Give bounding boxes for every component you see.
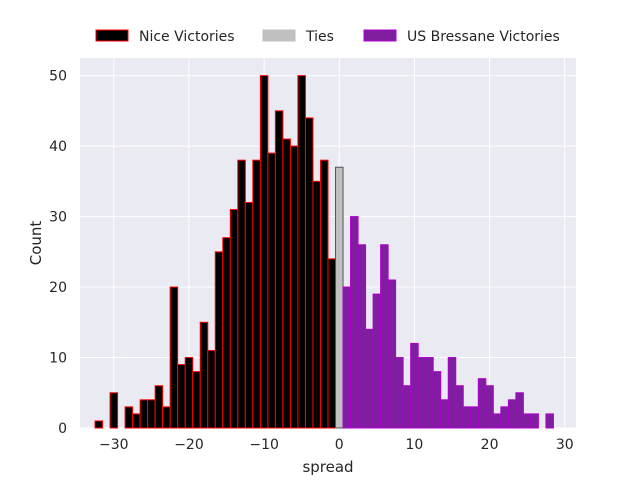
bar-nice xyxy=(222,237,231,429)
bar-nice xyxy=(312,180,321,429)
bar-nice xyxy=(109,392,119,429)
bar-nice xyxy=(184,357,194,429)
bar-nice xyxy=(154,385,164,429)
bar-bressane xyxy=(357,244,367,429)
bar-nice xyxy=(94,420,104,429)
bar-bressane xyxy=(387,279,397,429)
y-tick-label: 50 xyxy=(49,69,67,85)
bar-bressane xyxy=(365,328,374,429)
bar-bressane xyxy=(447,357,457,429)
x-tick-label: −20 xyxy=(174,437,204,453)
bar-nice xyxy=(199,321,209,429)
y-tick-labels: 0 10 20 30 40 50 xyxy=(49,69,67,437)
legend-label-nice-victories: Nice Victories xyxy=(139,29,235,45)
bar-nice xyxy=(282,138,291,429)
x-tick-label: −10 xyxy=(249,437,279,453)
bar-nice xyxy=(297,75,306,429)
y-tick-label: 20 xyxy=(49,280,67,296)
bar-bressane xyxy=(507,399,517,429)
histogram-bars xyxy=(94,75,554,429)
bar-ties xyxy=(335,166,344,429)
bar-bressane xyxy=(455,385,464,429)
bar-bressane xyxy=(477,378,487,429)
legend-swatch-us-bressane-victories xyxy=(363,29,397,42)
bar-nice xyxy=(139,399,149,429)
x-tick-label: 30 xyxy=(556,437,574,453)
bar-nice xyxy=(214,251,224,429)
bar-bressane xyxy=(380,244,389,429)
bar-bressane xyxy=(402,385,412,429)
x-tick-label: −30 xyxy=(99,437,129,453)
bar-nice xyxy=(177,364,186,429)
bar-nice xyxy=(319,159,329,429)
legend-label-us-bressane-victories: US Bressane Victories xyxy=(407,29,560,45)
x-axis-label: spread xyxy=(302,458,353,476)
bar-nice xyxy=(244,201,254,429)
bar-nice xyxy=(124,406,134,429)
legend-label-ties: Ties xyxy=(305,29,334,45)
bar-nice xyxy=(207,349,216,429)
y-tick-label: 30 xyxy=(49,210,67,226)
bar-bressane xyxy=(470,406,479,429)
bar-bressane xyxy=(342,286,352,429)
bar-bressane xyxy=(462,406,472,429)
bar-nice xyxy=(289,145,299,429)
bar-bressane xyxy=(530,413,539,429)
bar-bressane xyxy=(500,406,509,429)
bar-nice xyxy=(267,152,276,429)
x-tick-label: 20 xyxy=(481,437,499,453)
x-tick-label: 10 xyxy=(406,437,424,453)
bar-bressane xyxy=(432,371,442,429)
bar-nice xyxy=(147,399,156,429)
bar-bressane xyxy=(417,357,427,429)
bar-nice xyxy=(259,75,269,429)
bar-bressane xyxy=(350,216,359,429)
legend-swatch-ties xyxy=(262,29,296,42)
bar-bressane xyxy=(410,342,419,429)
bar-bressane xyxy=(440,399,449,429)
bar-nice xyxy=(252,159,261,429)
x-tick-label: 0 xyxy=(335,437,344,453)
y-tick-label: 10 xyxy=(49,351,67,367)
legend-swatch-nice-victories xyxy=(95,29,129,42)
bar-nice xyxy=(274,110,284,429)
bar-bressane xyxy=(425,357,434,429)
bar-bressane xyxy=(485,385,494,429)
bar-nice xyxy=(229,209,239,429)
bar-nice xyxy=(162,406,171,429)
bar-bressane xyxy=(395,357,404,429)
bar-nice xyxy=(192,371,201,429)
bar-bressane xyxy=(515,392,524,429)
bar-nice xyxy=(327,258,337,429)
bar-bressane xyxy=(492,413,502,429)
x-tick-labels: −30 −20 −10 0 10 20 30 xyxy=(99,437,574,453)
bar-nice xyxy=(304,117,314,429)
y-axis-label: Count xyxy=(27,221,45,266)
bar-nice xyxy=(132,413,141,429)
y-tick-label: 0 xyxy=(58,421,67,437)
legend: Nice Victories Ties US Bressane Victorie… xyxy=(95,29,560,45)
bar-nice xyxy=(169,286,179,429)
bar-bressane xyxy=(372,293,382,429)
y-tick-label: 40 xyxy=(49,139,67,155)
bar-nice xyxy=(237,159,246,429)
bar-bressane xyxy=(522,413,532,429)
bar-bressane xyxy=(545,413,554,429)
